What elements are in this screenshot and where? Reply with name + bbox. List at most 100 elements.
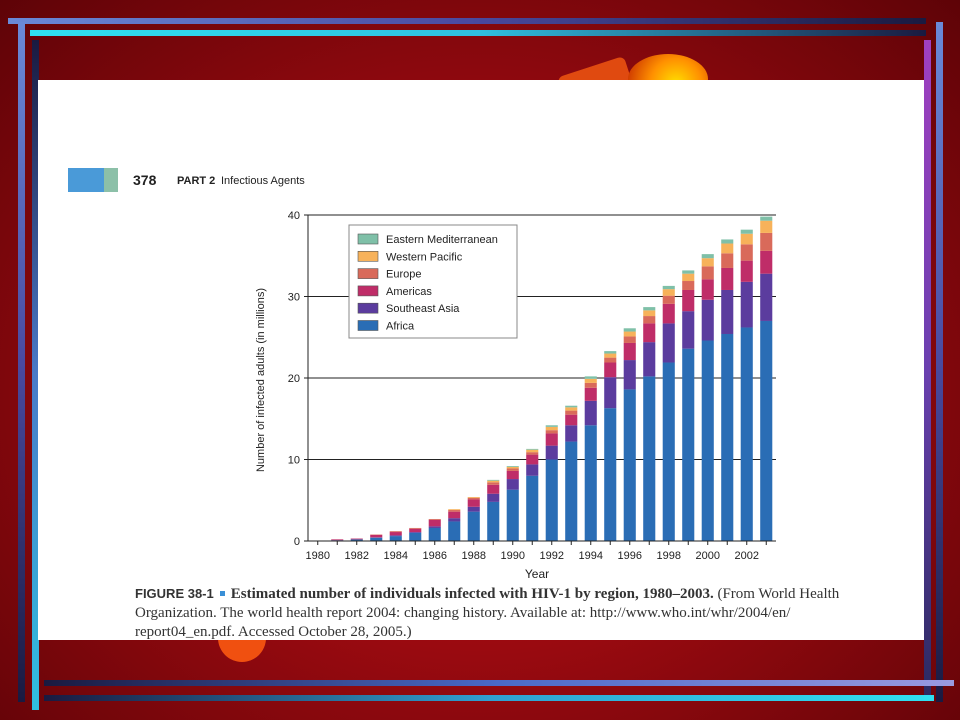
bar-southeast-asia-1992 [545,445,558,460]
bar-eastern-mediterranean-1999 [682,270,695,274]
bar-eastern-mediterranean-1989 [487,479,500,481]
bar-eastern-mediterranean-1995 [604,351,617,354]
x-tick-label: 1984 [384,550,408,562]
bar-americas-1982 [350,538,363,540]
x-tick-label: 1994 [579,550,603,562]
frame-top-line-2 [30,30,926,36]
bar-americas-1984 [389,532,402,536]
bar-southeast-asia-1997 [643,342,656,377]
bar-africa-1990 [506,489,519,541]
bar-europe-1986 [428,518,441,520]
legend-label: Western Pacific [386,251,463,263]
bar-southeast-asia-1984 [389,535,402,537]
frame-bottom-line-2 [44,695,934,701]
bar-eastern-mediterranean-2000 [701,254,714,259]
bar-southeast-asia-1994 [584,400,597,426]
bar-americas-2001 [721,267,734,290]
bar-africa-1995 [604,408,617,541]
bar-americas-1981 [331,539,344,541]
bar-americas-1998 [662,303,675,324]
caption-title: Estimated number of individuals infected… [230,586,714,602]
bar-western-pacific-2000 [701,258,714,267]
bar-europe-1998 [662,295,675,304]
bar-americas-1983 [370,534,383,538]
frame-bottom-line [44,680,954,686]
bar-africa-1992 [545,459,558,541]
bar-europe-1984 [389,531,402,533]
bar-western-pacific-2002 [740,233,753,245]
frame-right-line-2 [936,22,943,702]
bar-americas-1987 [448,511,461,519]
bar-eastern-mediterranean-2002 [740,229,753,234]
part-label: PART 2 [177,175,216,187]
bar-europe-2002 [740,244,753,261]
bar-africa-1999 [682,348,695,541]
bar-southeast-asia-1991 [526,464,539,476]
bar-americas-1988 [467,499,480,507]
bar-americas-1992 [545,433,558,446]
bar-africa-1988 [467,511,480,541]
bar-europe-2003 [760,232,773,251]
bar-africa-1989 [487,501,500,541]
y-tick-label: 30 [288,292,300,304]
x-tick-label: 1996 [618,550,642,562]
bar-southeast-asia-2001 [721,289,734,334]
chart-bars [331,216,773,541]
x-tick-label: 1992 [540,550,564,562]
bar-europe-2001 [721,253,734,268]
bar-europe-1997 [643,316,656,324]
y-tick-label: 20 [288,373,300,385]
bar-europe-1991 [526,452,539,455]
bar-europe-1994 [584,382,597,388]
hiv-stacked-bar-chart: 0 10 20 30 40 1980 1982 1984 1986 1988 1990 1992 199… [255,210,776,580]
bar-africa-2002 [740,327,753,541]
bar-western-pacific-1991 [526,449,539,453]
y-axis-label: Number of infected adults (in millions) [255,288,267,472]
bar-eastern-mediterranean-1992 [545,425,558,427]
bar-africa-1994 [584,425,597,541]
bar-western-pacific-1999 [682,273,695,282]
x-tick-label: 1990 [501,550,525,562]
bar-africa-1984 [389,536,402,541]
x-tick-label: 1982 [345,550,369,562]
legend-swatch [357,233,379,245]
bar-southeast-asia-1988 [467,506,480,512]
caption-square-bullet [219,591,225,597]
y-tick-label: 10 [288,455,300,467]
bar-europe-1999 [682,281,695,290]
header-accent-bar-secondary [104,168,118,192]
bar-southeast-asia-1986 [428,526,441,528]
bar-africa-2001 [721,333,734,541]
bar-europe-2000 [701,266,714,280]
legend-swatch [357,251,379,262]
bar-americas-1985 [409,528,422,533]
x-axis-label: Year [525,567,549,580]
frame-right-line [924,40,931,700]
x-tick-label: 1980 [306,550,330,562]
bar-western-pacific-1988 [467,496,480,498]
bar-southeast-asia-1989 [487,493,500,502]
bar-africa-1987 [448,521,461,541]
bar-western-pacific-1993 [565,407,578,411]
bar-southeast-asia-2002 [740,281,753,328]
bar-americas-1986 [428,519,441,527]
bar-western-pacific-1990 [506,466,519,469]
bar-western-pacific-1998 [662,289,675,296]
y-tick-label: 40 [288,210,300,222]
chart-legend: Eastern Mediterranean Western Pacific Euro… [348,224,518,339]
bar-africa-1997 [643,376,656,541]
legend-label: Southeast Asia [386,303,460,315]
bar-southeast-asia-1993 [565,425,578,442]
legend-label: Eastern Mediterranean [386,234,498,246]
x-tick-label: 1998 [657,550,681,562]
bar-americas-1990 [506,470,519,480]
book-page: 378 PART 2 Infectious Agents 0 10 20 30 40 19… [38,80,924,640]
x-tick-label: 1986 [423,550,447,562]
figure-caption: FIGURE 38-1 Estimated number of individua… [135,584,875,642]
bar-southeast-asia-1990 [506,479,519,490]
bar-africa-2003 [760,320,773,541]
bar-europe-1992 [545,430,558,434]
legend-swatch [357,320,379,331]
bar-africa-1986 [428,527,441,541]
y-tick-label: 0 [294,536,300,548]
